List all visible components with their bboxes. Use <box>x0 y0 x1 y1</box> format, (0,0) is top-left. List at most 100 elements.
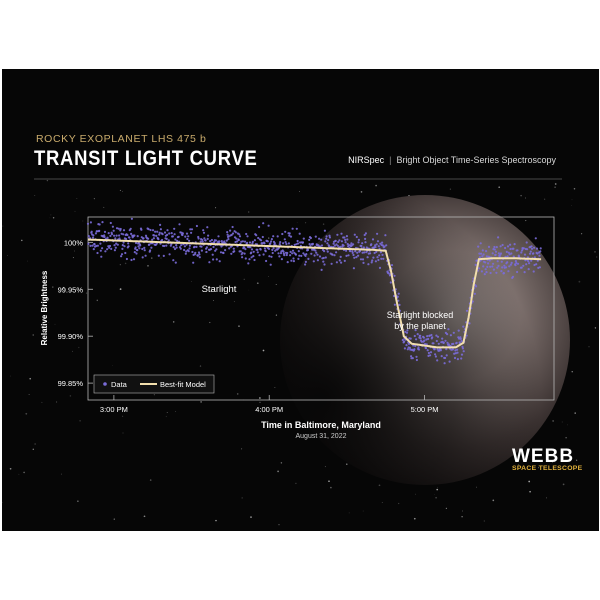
star <box>275 284 277 286</box>
data-point <box>359 258 363 261</box>
data-point <box>512 247 515 250</box>
data-point <box>273 242 276 245</box>
data-point <box>318 255 322 258</box>
data-point <box>504 246 507 250</box>
data-point <box>465 309 469 312</box>
data-point <box>138 247 141 250</box>
data-point <box>247 262 250 265</box>
data-point <box>377 258 380 262</box>
data-point <box>422 336 425 339</box>
data-point <box>428 334 431 337</box>
data-point <box>241 240 244 243</box>
data-point <box>320 268 323 271</box>
data-point <box>351 250 354 253</box>
x-axis-label: Time in Baltimore, Maryland <box>261 420 381 430</box>
data-point <box>340 232 343 235</box>
star <box>143 515 146 518</box>
data-point <box>299 241 302 244</box>
star <box>554 183 557 185</box>
star <box>445 507 448 510</box>
star <box>492 499 495 502</box>
data-point <box>287 242 290 245</box>
data-point <box>252 250 255 253</box>
instrument-label: NIRSpec | Bright Object Time-Series Spectr… <box>348 155 556 165</box>
data-point <box>452 342 455 345</box>
data-point <box>435 339 438 343</box>
data-point <box>377 245 380 248</box>
data-point <box>481 249 484 252</box>
star <box>262 349 265 352</box>
star <box>275 314 278 316</box>
data-point <box>521 249 524 252</box>
data-point <box>530 247 534 250</box>
star <box>213 300 214 302</box>
data-point <box>349 250 352 253</box>
data-point <box>425 338 428 341</box>
data-point <box>284 230 287 233</box>
star <box>498 186 501 189</box>
star <box>398 502 400 505</box>
data-point <box>312 260 315 263</box>
data-point <box>237 238 240 242</box>
data-point <box>96 251 99 255</box>
star <box>41 401 43 403</box>
data-point <box>172 246 175 249</box>
data-point <box>533 256 537 259</box>
instrument-separator: | <box>389 155 392 165</box>
data-point <box>211 253 214 256</box>
data-point <box>122 229 126 232</box>
data-point <box>506 261 509 264</box>
data-point <box>111 225 114 228</box>
data-point <box>215 258 218 261</box>
data-point <box>184 235 187 238</box>
data-point <box>193 245 196 248</box>
star <box>278 524 280 526</box>
data-point <box>130 258 133 262</box>
data-point <box>122 233 125 236</box>
data-point <box>495 271 498 274</box>
star <box>571 199 573 201</box>
data-point <box>278 255 281 258</box>
data-point <box>382 257 385 260</box>
data-point <box>158 233 161 236</box>
data-point <box>289 254 292 257</box>
star <box>435 496 437 499</box>
data-point <box>222 251 225 255</box>
data-point <box>485 271 488 274</box>
data-point <box>121 247 124 250</box>
data-point <box>539 250 542 253</box>
data-point <box>296 242 300 245</box>
data-point <box>255 234 258 237</box>
data-point <box>347 254 350 257</box>
data-point <box>135 252 138 255</box>
data-point <box>158 231 161 234</box>
legend-data-label: Data <box>111 380 128 389</box>
data-point <box>441 337 444 340</box>
data-point <box>385 244 388 247</box>
data-point <box>170 243 173 246</box>
star <box>151 257 153 259</box>
y-tick-label: 99.90% <box>58 332 84 341</box>
data-point <box>409 337 412 340</box>
star <box>29 377 31 380</box>
star <box>34 443 36 445</box>
data-point <box>353 256 356 259</box>
star <box>2 225 4 227</box>
data-point <box>147 237 150 240</box>
data-point <box>134 241 138 245</box>
data-point <box>460 353 464 356</box>
data-point <box>203 237 206 240</box>
star <box>2 501 3 503</box>
data-point <box>200 249 203 252</box>
plot-frame <box>87 216 555 401</box>
star <box>574 412 576 414</box>
data-point <box>161 238 164 242</box>
data-point <box>143 246 146 249</box>
data-point <box>454 352 457 355</box>
data-point <box>361 242 364 245</box>
data-point <box>320 244 324 247</box>
star <box>72 257 74 259</box>
blocked-annotation-line2: by the planet <box>394 321 446 331</box>
data-point <box>271 251 274 255</box>
data-point <box>528 262 531 265</box>
